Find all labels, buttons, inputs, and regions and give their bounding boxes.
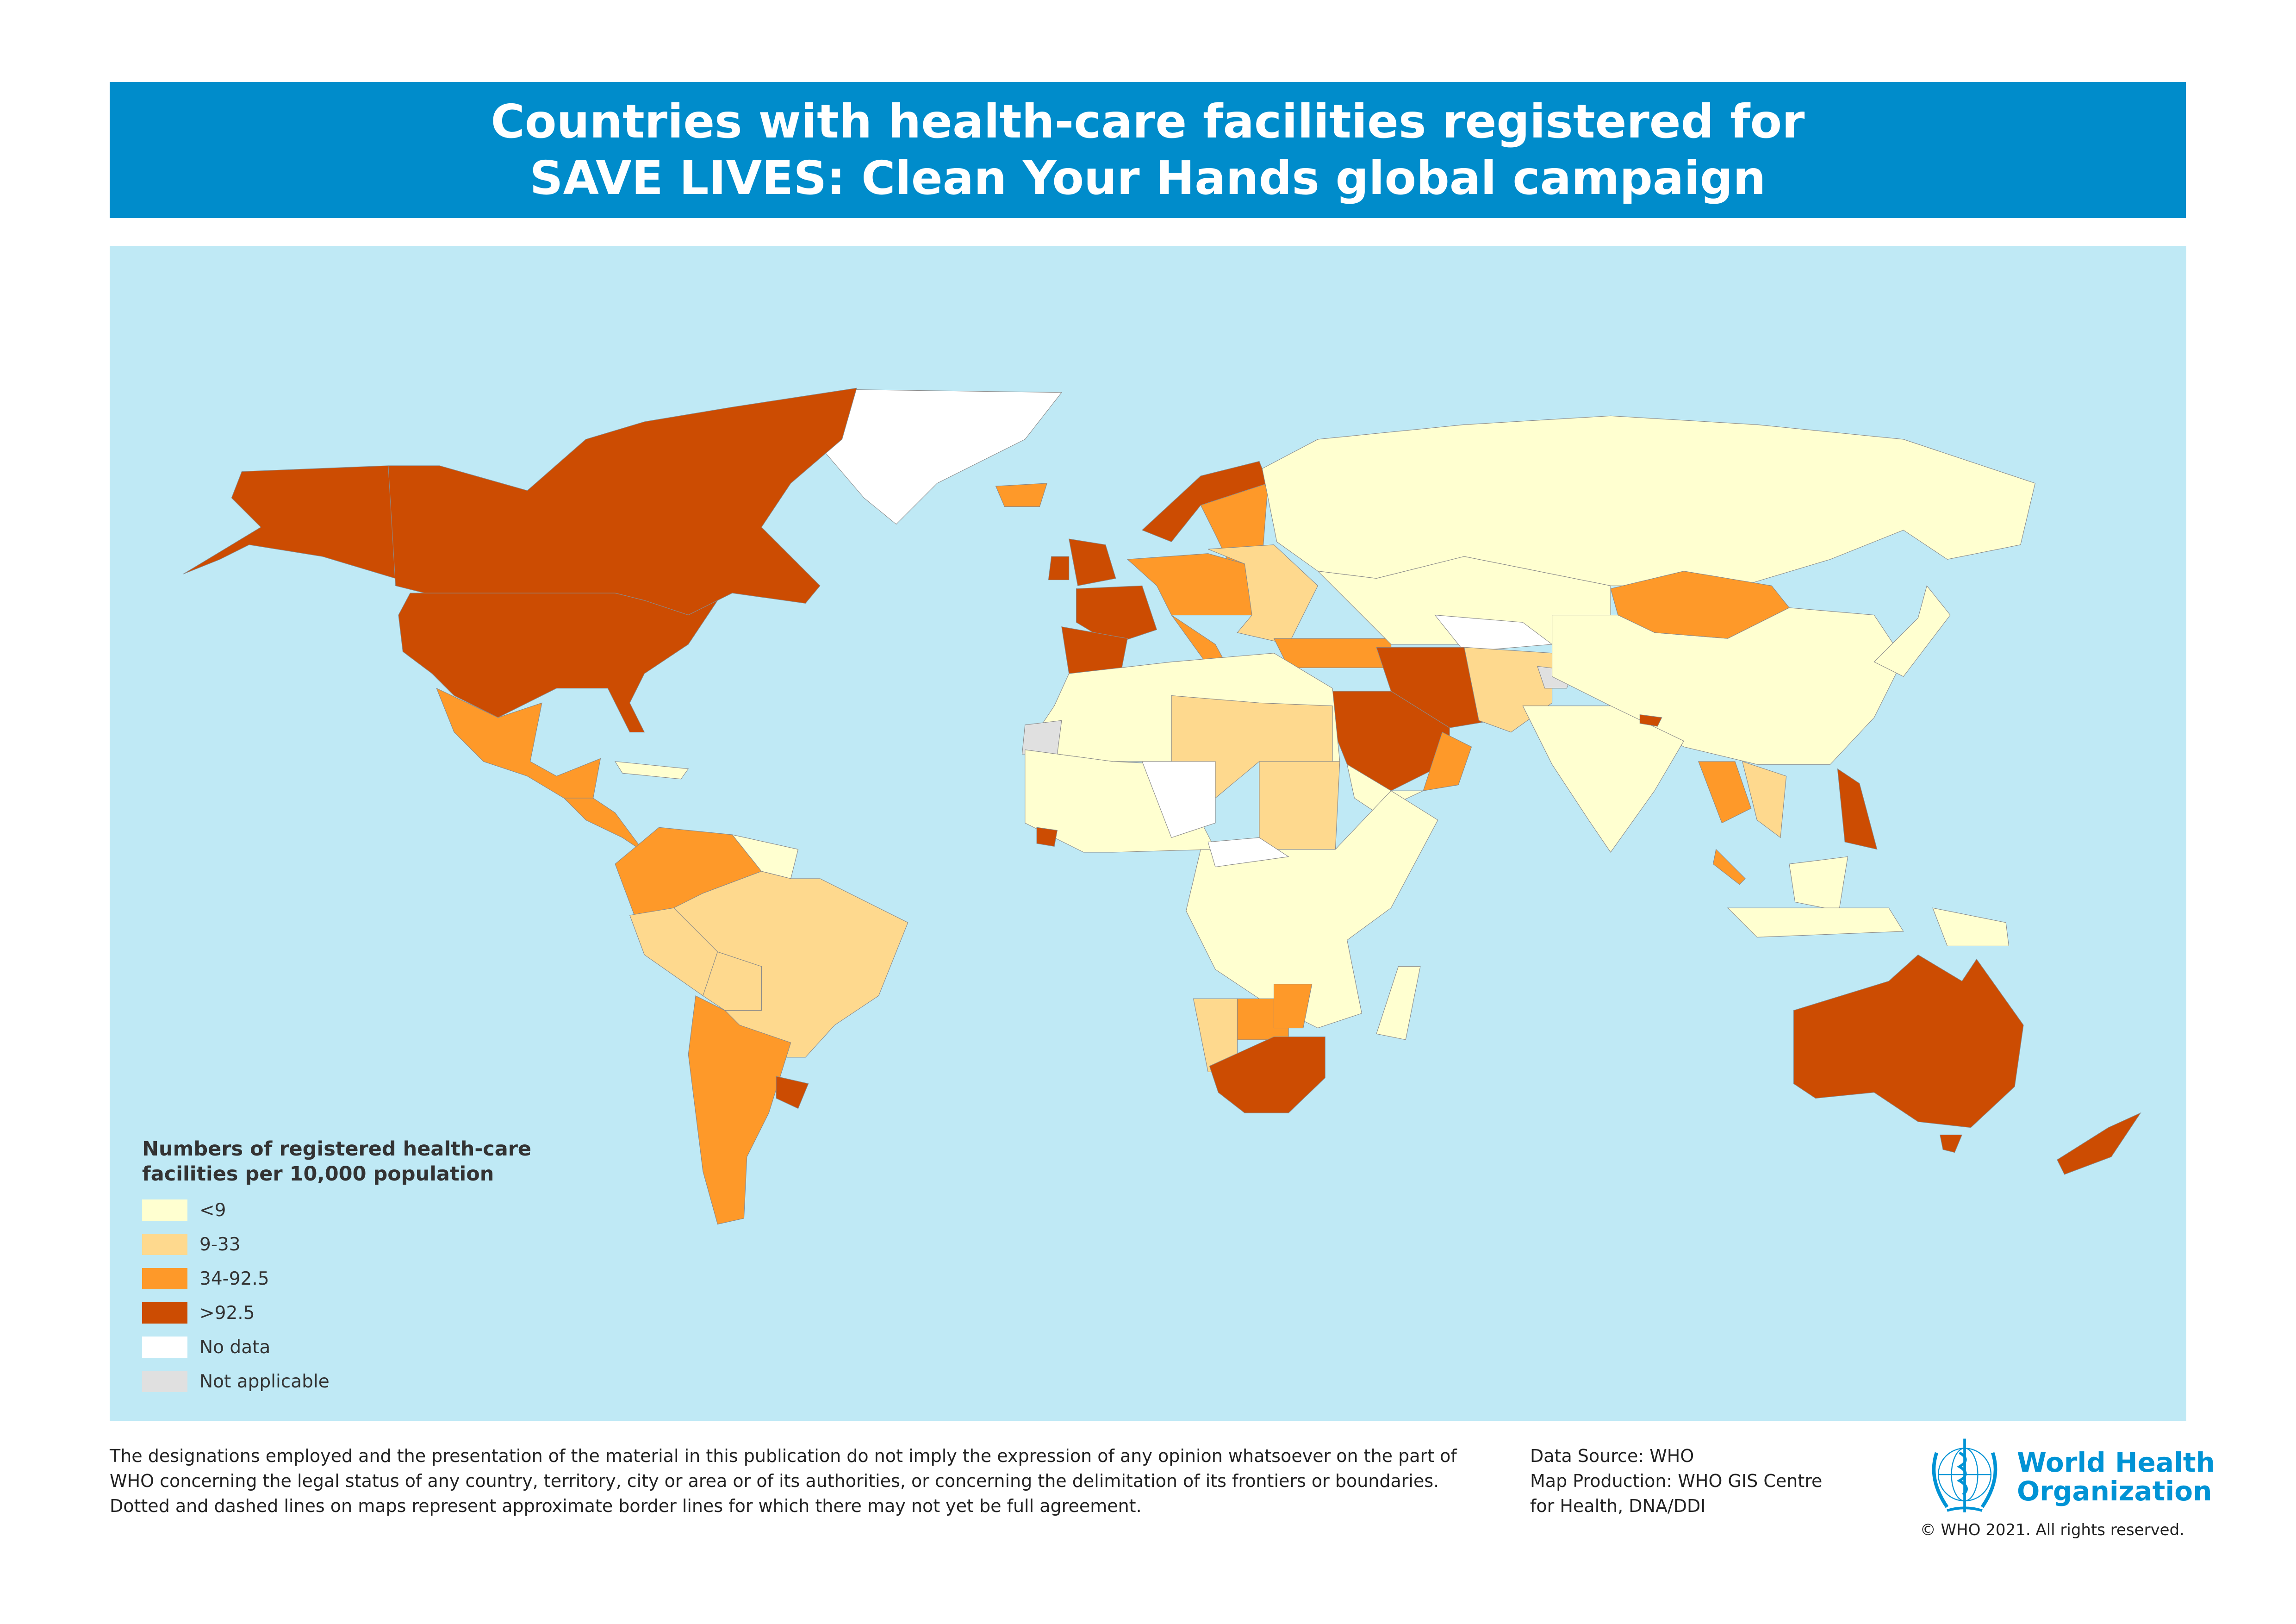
copyright: © WHO 2021. All rights reserved.	[1920, 1521, 2184, 1539]
region-uk	[1068, 538, 1116, 586]
region-france	[1076, 585, 1157, 645]
region-iceland	[995, 483, 1048, 507]
legend-label: <9	[199, 1199, 226, 1221]
legend-label: 34-92.5	[199, 1268, 269, 1289]
region-nepal	[1639, 714, 1662, 727]
legend-item-gt92: >92.5	[142, 1296, 531, 1330]
region-vietnam	[1742, 761, 1787, 838]
disclaimer-text: The designations employed and the presen…	[110, 1446, 1457, 1516]
region-sierra-leone	[1036, 827, 1058, 847]
title-line-1: Countries with health-care facilities re…	[491, 94, 1805, 149]
region-central-nodata	[1142, 761, 1216, 838]
region-tasmania	[1940, 1134, 1963, 1153]
region-iran	[1376, 647, 1494, 728]
region-indonesia	[1727, 907, 1904, 938]
who-name-line-2: Organization	[2017, 1475, 2212, 1507]
region-south-africa	[1209, 1036, 1325, 1113]
region-thailand	[1698, 761, 1752, 824]
region-argentina-chile	[688, 995, 791, 1225]
legend-swatch	[142, 1234, 187, 1255]
legend-item-lt9: <9	[142, 1193, 531, 1227]
title-line-2: SAVE LIVES: Clean Your Hands global camp…	[529, 151, 1766, 205]
legend-item-9-33: 9-33	[142, 1227, 531, 1262]
legend-title-line-2: facilities per 10,000 population	[142, 1162, 494, 1186]
region-zimbabwe	[1273, 984, 1313, 1029]
region-borneo	[1789, 856, 1848, 912]
region-cuba	[615, 761, 689, 780]
map-production-line-2: for Health, DNA/DDI	[1530, 1496, 1706, 1516]
legend-label: 9-33	[199, 1234, 241, 1255]
legend-item-no-data: No data	[142, 1330, 531, 1364]
who-logo: World Health Organization	[1921, 1435, 2215, 1518]
region-ireland	[1048, 556, 1070, 581]
region-png	[1932, 907, 2010, 946]
region-japan	[1873, 585, 1951, 677]
region-greenland	[790, 389, 1062, 525]
data-source: Data Source: WHO	[1530, 1446, 1694, 1466]
region-car-nodata	[1207, 837, 1289, 868]
region-bolivia	[703, 951, 762, 1011]
legend-label: No data	[199, 1337, 271, 1358]
region-central-america	[563, 798, 645, 853]
region-mexico	[436, 687, 601, 799]
region-mongolia	[1610, 571, 1790, 639]
legend-swatch	[142, 1337, 187, 1358]
title-banner: Countries with health-care facilities re…	[110, 82, 2186, 218]
region-russia	[1262, 415, 2036, 586]
region-canada	[388, 387, 857, 616]
map-legend: Numbers of registered health-care facili…	[142, 1137, 531, 1399]
region-new-zealand	[2057, 1112, 2141, 1175]
region-madagascar	[1376, 966, 1421, 1040]
legend-label: Not applicable	[199, 1371, 330, 1392]
legend-swatch	[142, 1199, 187, 1221]
region-philippines	[1837, 768, 1878, 850]
region-uruguay	[776, 1076, 809, 1109]
who-name-line-1: World Health	[2017, 1447, 2215, 1478]
region-sudan	[1259, 761, 1340, 850]
region-australia	[1793, 954, 2024, 1128]
region-malaysia	[1712, 849, 1746, 885]
map-production-line-1: Map Production: WHO GIS Centre	[1530, 1471, 1823, 1491]
legend-label: >92.5	[199, 1302, 255, 1324]
region-alaska	[183, 465, 396, 579]
legend-title-line-1: Numbers of registered health-care	[142, 1137, 532, 1161]
legend-swatch	[142, 1302, 187, 1324]
region-western-sahara	[1021, 720, 1062, 755]
legend-swatch	[142, 1371, 187, 1392]
credits: Data Source: WHO Map Production: WHO GIS…	[1530, 1443, 1822, 1518]
region-eastern-europe	[1207, 544, 1319, 645]
region-usa	[398, 593, 719, 733]
who-emblem-icon	[1932, 1438, 1997, 1512]
legend-item-not-applicable: Not applicable	[142, 1364, 531, 1399]
region-oman	[1423, 731, 1472, 791]
legend-item-34-92: 34-92.5	[142, 1262, 531, 1296]
region-india	[1522, 706, 1685, 853]
legend-swatch	[142, 1268, 187, 1289]
